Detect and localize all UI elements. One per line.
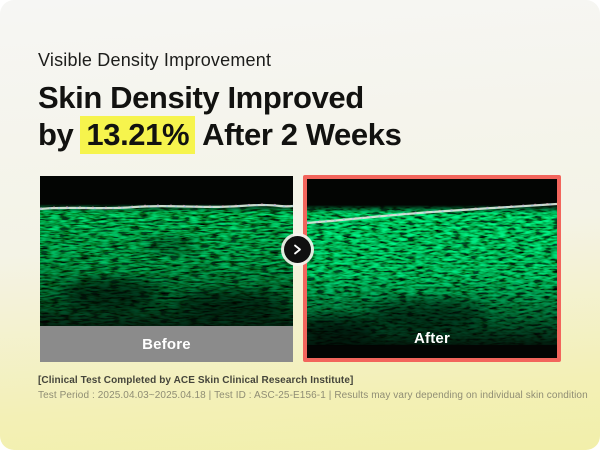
next-arrow-button[interactable]: [284, 236, 311, 263]
eyebrow-text: Visible Density Improvement: [38, 50, 272, 70]
before-label: Before: [142, 335, 191, 353]
after-label: After: [413, 330, 450, 347]
title-line1: Skin Density Improved: [38, 80, 364, 115]
page-title: Skin Density Improved by 13.21% After 2 We…: [38, 79, 402, 154]
after-ultrasound-image: [307, 179, 557, 358]
highlighted-percentage: 13.21%: [80, 116, 196, 154]
before-after-comparison: Before: [40, 175, 561, 362]
clinical-test-note: [Clinical Test Completed by ACE Skin Cli…: [38, 375, 354, 386]
test-details-note: Test Period : 2025.04.03~2025.04.18 | Te…: [38, 390, 588, 401]
before-scan-panel: Before: [40, 176, 293, 362]
title-line2-prefix: by: [38, 117, 74, 152]
before-label-bar: Before: [40, 326, 293, 362]
title-line2-suffix: After 2 Weeks: [202, 117, 402, 152]
before-ultrasound-image: [40, 176, 293, 326]
after-scan-panel: After: [303, 175, 561, 362]
chevron-right-icon: [294, 244, 301, 255]
